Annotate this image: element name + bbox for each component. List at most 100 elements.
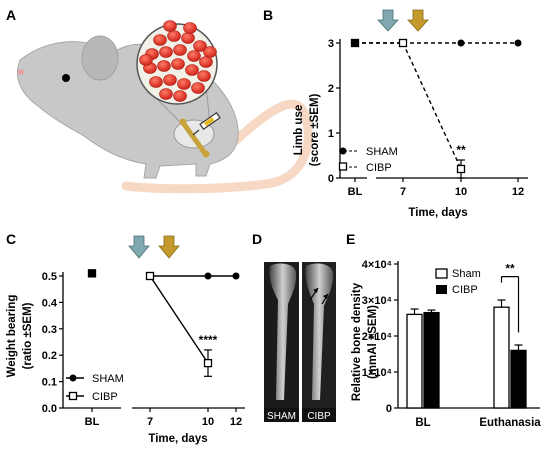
x-tick-label: BL [348, 186, 363, 198]
significance-label: **** [199, 333, 218, 347]
data-point-cibp [203, 358, 213, 368]
tumor-cell [177, 78, 191, 90]
panel-label-b: B [263, 7, 273, 23]
tumor-cell [163, 74, 177, 86]
data-point-cibp [398, 38, 408, 48]
bar-cibp [423, 311, 440, 409]
x-tick-label: BL [85, 416, 100, 428]
tumor-cell [149, 76, 163, 88]
b-legend-cibp: CIBP [366, 162, 392, 174]
c-ylabel-line2: (ratio ±SEM) [22, 302, 34, 369]
series-line-cibp [402, 42, 462, 170]
b-legend-sham: SHAM [366, 146, 398, 158]
c-ylabel-line1: Weight bearing [6, 295, 18, 378]
xray-label-cibp: CIBP [307, 411, 331, 422]
tumor-cell [183, 22, 197, 34]
y-tick-label: 0.4 [42, 297, 58, 309]
tumor-cell [159, 88, 173, 100]
tumor-cell [163, 20, 177, 32]
mouse-nose [18, 69, 24, 75]
e-legend-sham: Sham [452, 268, 481, 280]
b-ylabel-line2: (score ±SEM) [309, 93, 321, 166]
data-point-cibp [145, 271, 155, 281]
b-ylabel-line1: Limb use [293, 105, 305, 155]
arrow-blue-icon [128, 235, 150, 259]
bar-sham [406, 313, 423, 409]
tumor-cell [187, 50, 201, 62]
data-point-cibp [456, 164, 466, 174]
y-tick-label: 2×10⁴ [362, 331, 392, 343]
data-point-sham [204, 272, 212, 280]
x-tick-label: 10 [202, 416, 214, 428]
mouse-illustration [16, 20, 313, 194]
y-tick-label: 3×10⁴ [362, 295, 392, 307]
tumor-cell [157, 60, 171, 72]
tumor-cell [193, 40, 207, 52]
y-tick-label: 0 [386, 403, 392, 415]
e-ylabel-line1: Relative bone density [351, 282, 363, 401]
tumor-cell [153, 34, 167, 46]
tumor-cell [203, 46, 217, 58]
y-tick-label: 2 [328, 83, 334, 95]
b-xlabel: Time, days [408, 207, 467, 219]
tumor-cell [185, 64, 199, 76]
tumor-cell [167, 30, 181, 42]
arrow-blue-icon [377, 9, 399, 32]
e-ylabel-line2: (mmAl ±SEM) [367, 305, 379, 379]
tumor-cell [139, 54, 153, 66]
bar-cibp [510, 349, 527, 409]
e-legend-cibp: CIBP [452, 284, 478, 296]
arrow-gold-icon [158, 235, 180, 259]
tumor-cell [171, 58, 185, 70]
panel-label-c: C [6, 231, 16, 247]
c-legend-sham: SHAM [92, 373, 124, 385]
y-tick-label: 0.0 [42, 403, 57, 415]
significance-label: ** [505, 262, 515, 276]
y-tick-label: 4×10⁴ [362, 259, 392, 271]
xray-cibp [302, 262, 336, 408]
arrow-gold-icon [407, 9, 429, 32]
y-tick-label: 1×10⁴ [362, 367, 392, 379]
chart-c: 0.0 0.1 0.2 0.3 0.4 0.5 BL 7 10 12 **** Weight bea… [6, 235, 245, 445]
syringe-icon [192, 111, 221, 136]
x-tick-label: 12 [230, 416, 242, 428]
tumor-cell [199, 56, 213, 68]
tumor-cell-circle [136, 20, 218, 105]
x-tick-label: 12 [512, 186, 524, 198]
y-tick-label: 0.2 [42, 350, 57, 362]
significance-label: ** [456, 143, 466, 157]
tumor-cell [173, 90, 187, 102]
data-point-cibp [351, 39, 359, 47]
y-tick-label: 0 [328, 173, 334, 185]
tumor-cell [191, 82, 205, 94]
series-line-cibp [149, 275, 209, 364]
mouse-tail [121, 99, 313, 194]
y-tick-label: 1 [328, 128, 334, 140]
x-tick-label: 7 [400, 186, 406, 198]
data-point-sham [457, 39, 465, 47]
panel-label-e: E [346, 231, 355, 247]
data-point-sham [514, 39, 522, 47]
panel-label-a: A [6, 7, 16, 23]
c-legend-cibp: CIBP [92, 391, 118, 403]
tumor-cell [173, 44, 187, 56]
panel-label-d: D [252, 231, 262, 247]
data-point-cibp [88, 269, 96, 278]
tumor-cell [159, 46, 173, 58]
b-legend: SHAM CIBP [338, 146, 398, 174]
tumor-cell [181, 32, 195, 44]
e-legend: Sham CIBP [435, 268, 481, 296]
xray-sham [264, 262, 299, 408]
tumor-cell [197, 70, 211, 82]
x-tick-label: BL [415, 417, 430, 429]
c-xlabel: Time, days [148, 433, 207, 445]
y-tick-label: 3 [328, 38, 334, 50]
chart-e: 0 1×10⁴ 2×10⁴ 3×10⁴ 4×10⁴ BL Euthanasia ** Rela… [351, 259, 541, 429]
data-point-sham [232, 272, 240, 280]
xray-label-sham: SHAM [267, 411, 296, 422]
y-tick-label: 0.1 [42, 377, 57, 389]
mouse-ear [81, 35, 119, 81]
mouse-eye [62, 74, 70, 82]
